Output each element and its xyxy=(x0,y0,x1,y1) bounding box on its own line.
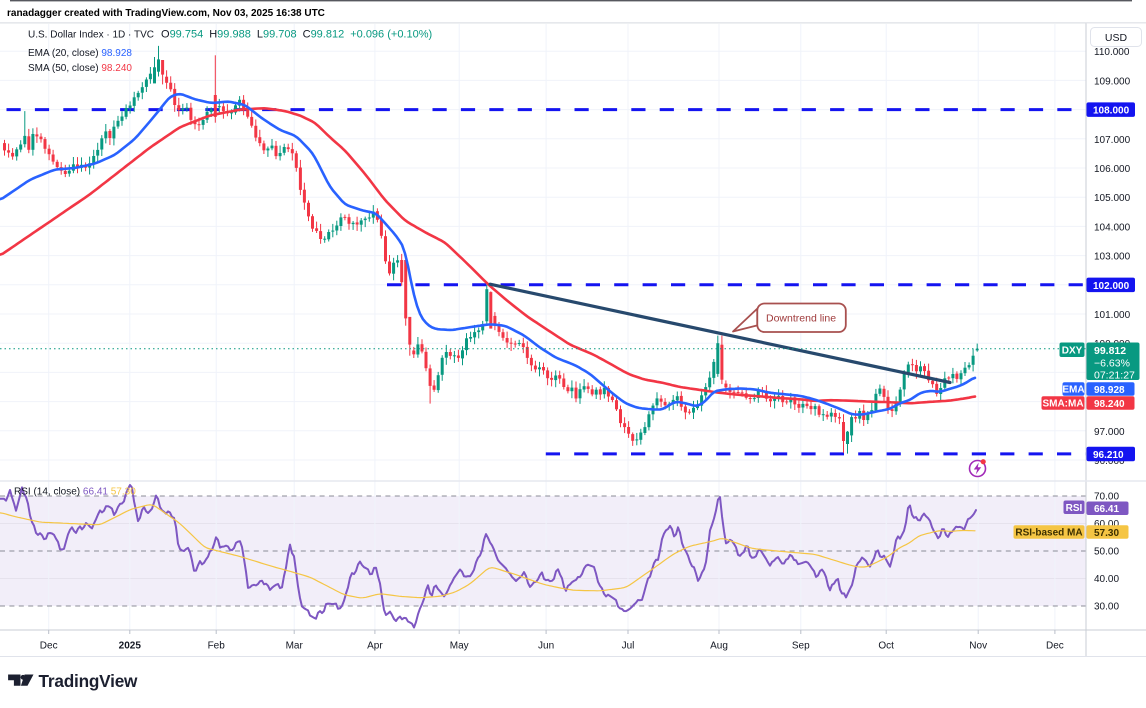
svg-text:57.30: 57.30 xyxy=(1094,528,1119,539)
svg-text:40.00: 40.00 xyxy=(1094,574,1119,585)
svg-text:110.000: 110.000 xyxy=(1094,47,1130,58)
svg-text:USD: USD xyxy=(1105,32,1128,44)
svg-text:EMA: EMA xyxy=(1062,385,1084,396)
svg-text:Dec: Dec xyxy=(40,641,58,652)
svg-text:108.000: 108.000 xyxy=(1093,106,1130,117)
svg-text:Jun: Jun xyxy=(538,641,554,652)
svg-text:Nov: Nov xyxy=(969,641,987,652)
svg-text:SMA (50, close) 98.240: SMA (50, close) 98.240 xyxy=(28,63,132,74)
svg-text:RSI: RSI xyxy=(1066,503,1083,514)
svg-text:Feb: Feb xyxy=(208,641,226,652)
svg-text:101.000: 101.000 xyxy=(1094,310,1131,321)
svg-text:97.000: 97.000 xyxy=(1094,427,1125,438)
svg-text:104.000: 104.000 xyxy=(1094,222,1131,233)
svg-text:60.00: 60.00 xyxy=(1094,519,1119,530)
svg-text:96.210: 96.210 xyxy=(1093,450,1124,461)
svg-text:105.000: 105.000 xyxy=(1094,193,1131,204)
svg-text:Downtrend line: Downtrend line xyxy=(766,313,836,325)
svg-text:SMA:MA: SMA:MA xyxy=(1042,399,1083,410)
svg-text:103.000: 103.000 xyxy=(1094,252,1131,263)
svg-text:109.000: 109.000 xyxy=(1094,76,1131,87)
svg-text:Mar: Mar xyxy=(286,641,304,652)
svg-text:70.00: 70.00 xyxy=(1094,492,1119,503)
svg-text:50.00: 50.00 xyxy=(1094,547,1119,558)
svg-text:Jul: Jul xyxy=(622,641,635,652)
svg-text:U.S. Dollar Index · 1D · TVC: U.S. Dollar Index · 1D · TVC xyxy=(28,30,154,41)
svg-text:102.000: 102.000 xyxy=(1093,281,1130,292)
svg-text:Sep: Sep xyxy=(792,641,810,652)
svg-text:66.41: 66.41 xyxy=(1094,504,1119,515)
svg-text:RSI (14, close) 66.41 57.30: RSI (14, close) 66.41 57.30 xyxy=(14,487,136,498)
svg-text:TradingView: TradingView xyxy=(39,671,139,691)
svg-text:ranadagger created with Tradin: ranadagger created with TradingView.com,… xyxy=(7,8,325,19)
svg-text:May: May xyxy=(450,641,469,652)
svg-text:106.000: 106.000 xyxy=(1094,164,1131,175)
svg-text:RSI-based MA: RSI-based MA xyxy=(1015,528,1082,539)
svg-text:−6.63%: −6.63% xyxy=(1094,358,1130,370)
svg-text:Oct: Oct xyxy=(878,641,894,652)
svg-text:DXY: DXY xyxy=(1062,346,1083,357)
svg-text:30.00: 30.00 xyxy=(1094,602,1119,613)
svg-text:07:21:27: 07:21:27 xyxy=(1094,370,1135,382)
svg-text:2025: 2025 xyxy=(119,641,142,652)
svg-text:Apr: Apr xyxy=(367,641,383,652)
svg-text:Aug: Aug xyxy=(710,641,728,652)
svg-text:96.000: 96.000 xyxy=(1094,456,1125,467)
svg-text:98.240: 98.240 xyxy=(1094,399,1125,410)
svg-text:107.000: 107.000 xyxy=(1094,135,1131,146)
svg-text:99.812: 99.812 xyxy=(1094,345,1126,357)
svg-text:98.928: 98.928 xyxy=(1094,385,1125,396)
svg-text:Dec: Dec xyxy=(1046,641,1064,652)
svg-text:EMA (20, close) 98.928: EMA (20, close) 98.928 xyxy=(28,48,132,59)
